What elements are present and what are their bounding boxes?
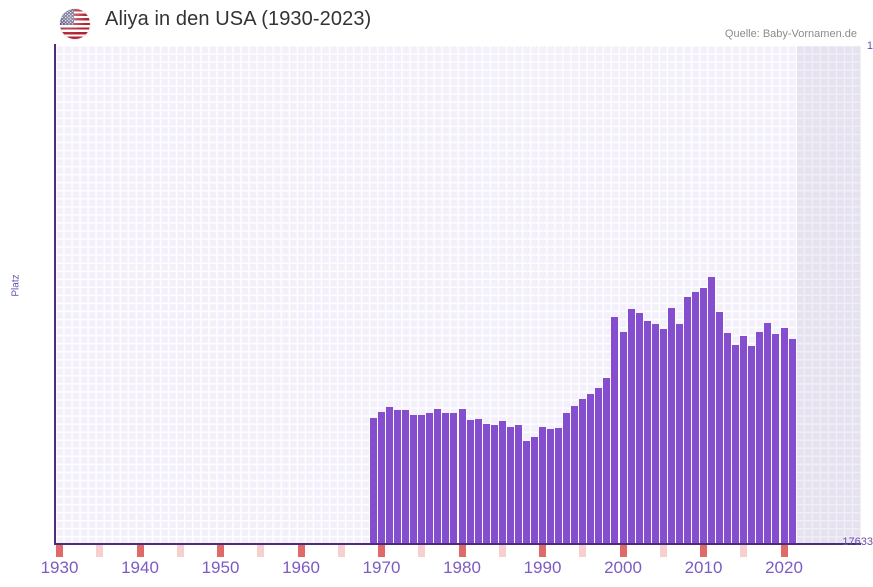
bar: [627, 309, 635, 543]
bar: [514, 424, 522, 543]
x-axis-label: 1960: [282, 558, 320, 577]
bar: [530, 436, 538, 543]
bar: [691, 292, 699, 543]
bar: [555, 428, 563, 543]
bar: [442, 413, 450, 543]
bar: [788, 339, 796, 543]
bar: [418, 415, 426, 543]
bar: [386, 406, 394, 543]
bar: [450, 412, 458, 543]
bar: [643, 321, 651, 543]
bar: [651, 324, 659, 543]
plot-area: [56, 46, 861, 543]
bar: [563, 412, 571, 543]
bar: [579, 399, 587, 543]
x-axis-tick-major: [458, 545, 466, 557]
x-axis-tick-major: [217, 545, 224, 557]
bar: [410, 414, 418, 543]
x-axis-label: 2000: [604, 558, 642, 577]
bar: [635, 313, 643, 543]
y-axis-line: [54, 44, 56, 545]
flag-gloss: [60, 9, 90, 39]
bar: [458, 409, 466, 543]
x-axis-tick-minor: [498, 545, 506, 557]
x-axis-tick-major: [619, 545, 627, 557]
x-axis-tick-minor: [740, 545, 748, 557]
x-axis-label: 1940: [121, 558, 159, 577]
bar: [506, 427, 514, 543]
x-axis-line: [54, 543, 861, 545]
chart-header: Aliya in den USA (1930-2023) Quelle: Bab…: [0, 0, 873, 46]
bar: [474, 418, 482, 543]
bar: [683, 296, 691, 543]
bar: [611, 317, 619, 543]
bar: [426, 412, 434, 543]
bar: [571, 405, 579, 543]
x-axis-tick-minor: [96, 545, 104, 557]
bar: [587, 394, 595, 543]
bar: [369, 418, 377, 543]
bar: [539, 426, 546, 543]
x-axis-tick-major: [700, 545, 707, 557]
bar: [708, 277, 716, 543]
bar: [595, 387, 603, 543]
bar: [482, 423, 490, 543]
bar: [740, 336, 748, 543]
flag-stars: [60, 9, 74, 25]
x-axis-labels: 1930 1940 1950 1960 1970 1980 1990 2000 2010 2020: [41, 558, 861, 584]
bar: [619, 331, 627, 543]
bar: [756, 331, 764, 543]
bar: [498, 421, 506, 543]
bar: [716, 311, 724, 543]
bar: [780, 327, 788, 543]
y-axis-bottom-tick-label: 17633: [842, 536, 873, 548]
bar: [667, 307, 675, 543]
bar: [434, 408, 442, 543]
x-axis-tick-major: [378, 545, 385, 557]
bar: [748, 345, 756, 543]
x-axis-tick-major: [56, 545, 63, 557]
x-axis-label: 2010: [684, 558, 723, 577]
bar: [724, 332, 732, 543]
x-axis-tick-major: [297, 545, 305, 557]
bar: [732, 344, 740, 543]
x-axis-tick-minor: [418, 545, 426, 557]
bar: [603, 378, 611, 543]
bar: [547, 428, 555, 543]
no-data-band: [796, 46, 861, 543]
x-axis-tick-minor: [579, 545, 587, 557]
x-axis-tick-minor: [176, 545, 184, 557]
bar: [700, 287, 707, 543]
source-attribution: Quelle: Baby-Vornamen.de: [724, 28, 857, 40]
bar: [466, 420, 474, 543]
bar: [394, 410, 402, 543]
us-flag-icon: [60, 9, 90, 39]
bar: [764, 322, 772, 543]
x-axis-label: 1950: [201, 558, 240, 577]
bar-series: [56, 46, 861, 543]
bar: [522, 441, 530, 543]
x-axis-ticks: [56, 545, 861, 557]
x-axis-label: 1930: [40, 558, 79, 577]
x-axis-tick-major: [136, 545, 144, 557]
x-axis-tick-minor: [659, 545, 667, 557]
bar: [490, 424, 498, 543]
x-axis-label: 1970: [362, 558, 401, 577]
y-axis-top-tick-label: 1: [866, 40, 873, 52]
chart-title: Aliya in den USA (1930-2023): [105, 8, 372, 30]
x-axis-label: 1990: [523, 558, 562, 577]
x-axis-tick-minor: [257, 545, 265, 557]
bar: [402, 409, 410, 543]
x-axis-label: 1980: [443, 558, 481, 577]
x-axis-tick-major: [539, 545, 546, 557]
bar: [378, 412, 385, 543]
x-axis-tick-minor: [337, 545, 345, 557]
x-axis-label: 2020: [765, 558, 803, 577]
x-axis-tick-major: [780, 545, 788, 557]
bar: [675, 324, 683, 543]
bar: [659, 328, 667, 543]
y-axis-title: Platz: [10, 274, 22, 297]
bar: [772, 334, 780, 543]
